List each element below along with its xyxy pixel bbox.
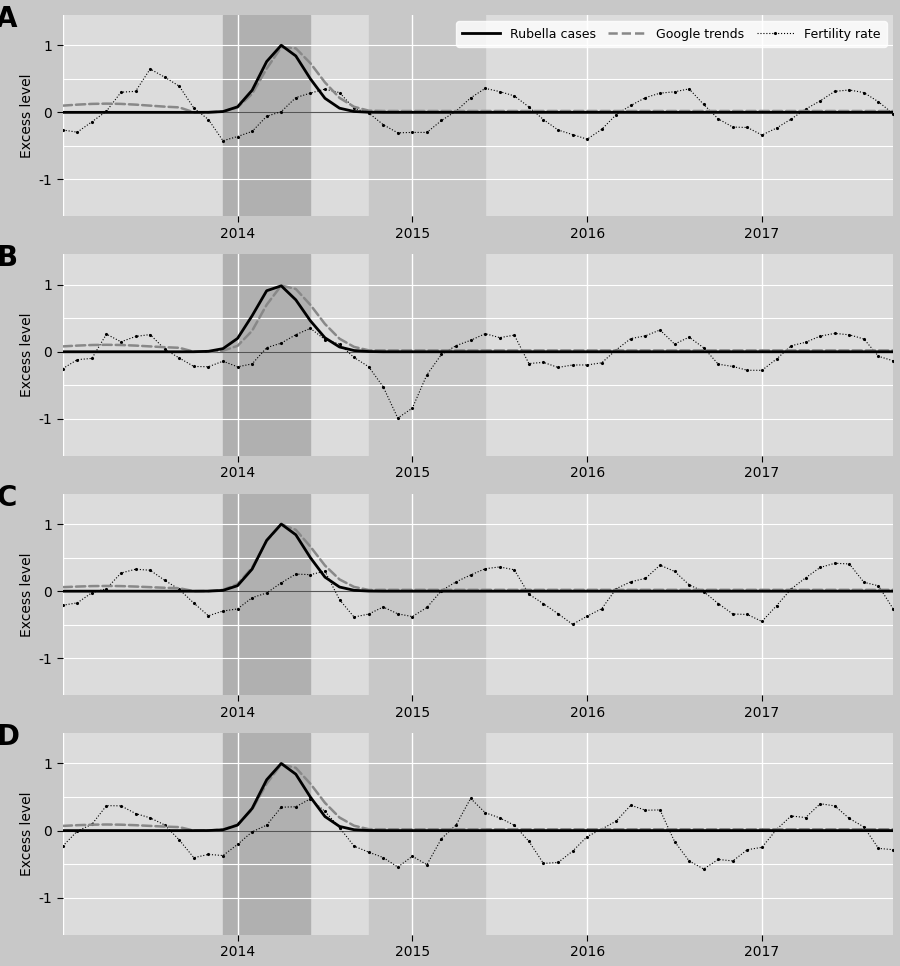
Y-axis label: Excess level: Excess level <box>21 313 34 397</box>
Text: A: A <box>0 5 18 33</box>
Text: D: D <box>0 724 19 752</box>
Bar <box>223 254 310 456</box>
Bar <box>223 15 310 216</box>
Text: C: C <box>0 484 17 512</box>
Bar <box>223 733 310 935</box>
Y-axis label: Excess level: Excess level <box>21 73 34 158</box>
Bar <box>369 733 485 935</box>
Bar <box>223 494 310 696</box>
Legend: Rubella cases, Google trends, Fertility rate: Rubella cases, Google trends, Fertility … <box>456 21 886 46</box>
Bar <box>369 15 485 216</box>
Y-axis label: Excess level: Excess level <box>21 553 34 637</box>
Bar <box>369 494 485 696</box>
Text: B: B <box>0 244 17 272</box>
Bar <box>369 254 485 456</box>
Y-axis label: Excess level: Excess level <box>21 792 34 876</box>
